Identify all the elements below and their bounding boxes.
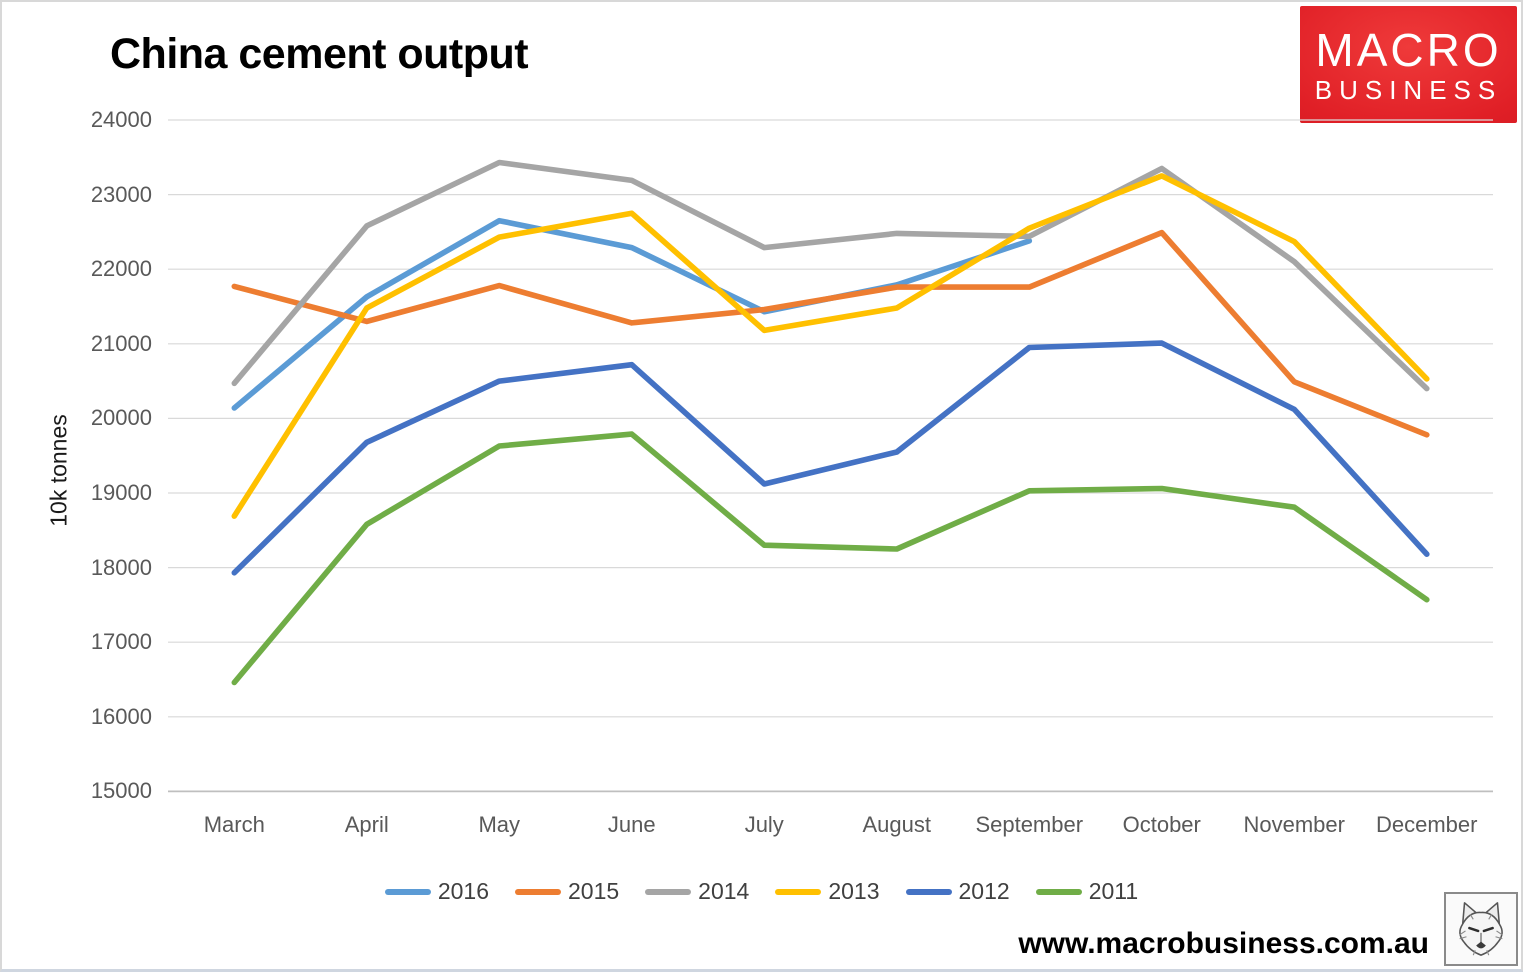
- legend-swatch-2011: [1035, 888, 1082, 895]
- legend-label-2012: 2012: [958, 878, 1010, 904]
- x-tick-label-july: July: [744, 812, 784, 837]
- x-tick-label-march: March: [203, 812, 265, 837]
- logo-text-macro: MACRO: [1315, 23, 1502, 76]
- series-line-2015: [231, 229, 1430, 438]
- legend-item-2013: 2013: [775, 878, 880, 905]
- series-line-2014: [231, 159, 1430, 392]
- series-line-2016: [231, 217, 1033, 411]
- wolf-logo-box: [1444, 892, 1518, 966]
- x-tick-label-september: September: [975, 812, 1084, 837]
- series-line-2011: [231, 431, 1430, 686]
- x-tick-label-october: October: [1122, 812, 1201, 837]
- y-tick-label: 21000: [90, 330, 152, 356]
- y-tick-label: 19000: [90, 480, 152, 505]
- series-line-2012: [231, 340, 1430, 576]
- legend-swatch-2014: [645, 888, 692, 895]
- x-tick-label-april: April: [344, 812, 389, 837]
- y-tick-label: 22000: [90, 256, 152, 282]
- legend-label-2014: 2014: [698, 878, 750, 904]
- legend-label-2016: 2016: [437, 878, 489, 904]
- macrobusiness-logo: MACRO BUSINESS: [1300, 6, 1517, 123]
- series-line-2013: [231, 173, 1430, 519]
- wolf-icon: [1459, 902, 1503, 956]
- legend-swatch-2013: [775, 888, 822, 895]
- chart-legend: 2016 2015 2014 2013 2012 2011: [2, 878, 1521, 905]
- x-tick-label-november: November: [1243, 812, 1345, 837]
- legend-item-2015: 2015: [515, 878, 619, 905]
- legend-label-2013: 2013: [828, 878, 880, 904]
- y-tick-label: 24000: [90, 107, 152, 132]
- page-title: China cement output: [110, 30, 529, 78]
- website-url: www.macrobusiness.com.au: [1018, 927, 1429, 960]
- y-tick-label: 20000: [90, 405, 152, 431]
- y-tick-label: 17000: [90, 629, 152, 655]
- legend-swatch-2015: [515, 888, 561, 895]
- x-tick-label-december: December: [1376, 812, 1478, 837]
- legend-item-2011: 2011: [1035, 878, 1139, 905]
- legend-label-2011: 2011: [1088, 878, 1139, 904]
- y-tick-label: 16000: [90, 703, 152, 729]
- x-tick-label-june: June: [607, 812, 656, 837]
- legend-item-2012: 2012: [905, 878, 1010, 905]
- legend-item-2014: 2014: [645, 878, 749, 905]
- legend-label-2015: 2015: [568, 878, 620, 904]
- y-tick-label: 23000: [90, 181, 152, 207]
- y-tick-label: 15000: [90, 778, 152, 804]
- x-tick-label-may: May: [478, 812, 521, 837]
- legend-swatch-2016: [384, 888, 431, 895]
- y-axis-title: 10k tonnes: [45, 414, 72, 527]
- legend-swatch-2012: [905, 888, 952, 895]
- x-tick-label-august: August: [862, 812, 932, 837]
- logo-text-business: BUSINESS: [1314, 74, 1503, 105]
- y-tick-label: 18000: [90, 554, 152, 580]
- legend-item-2016: 2016: [384, 878, 489, 905]
